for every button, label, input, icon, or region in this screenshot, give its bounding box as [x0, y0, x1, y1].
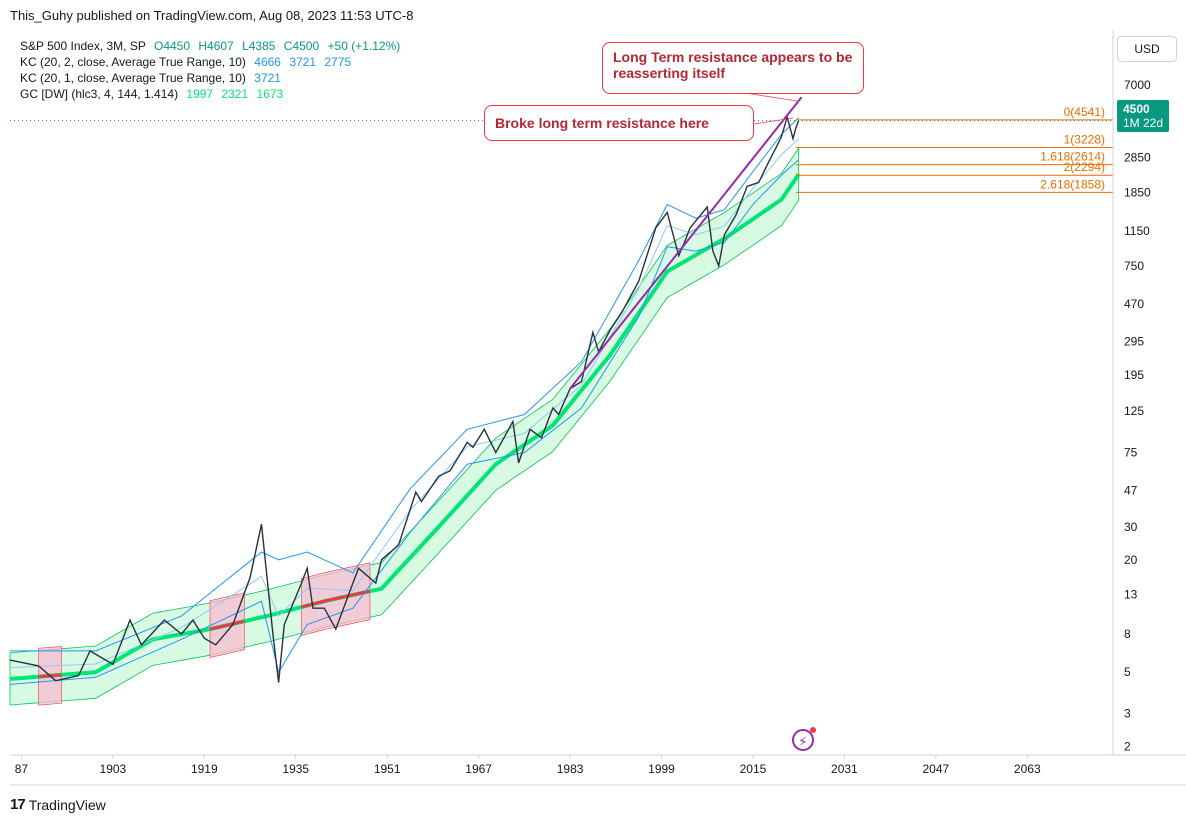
legend-value: 2321 [221, 87, 249, 101]
lightning-icon[interactable]: ⚡ [792, 727, 816, 751]
y-tick-label: 2850 [1124, 151, 1151, 165]
y-tick-label: 470 [1124, 297, 1144, 311]
legend-value: 3721 [289, 55, 317, 69]
tradingview-logo-icon: 17 [10, 796, 26, 813]
legend-high: H4607 [198, 39, 234, 53]
x-tick-label: 2063 [1014, 762, 1041, 776]
legend-label: KC (20, 1, close, Average True Range, 10… [20, 71, 246, 85]
y-tick-label: 75 [1124, 446, 1138, 460]
x-tick-label: 1999 [648, 762, 675, 776]
currency-button[interactable]: USD [1117, 36, 1177, 62]
y-tick-label: 125 [1124, 404, 1144, 418]
y-tick-label: 47 [1124, 483, 1138, 497]
last-price-label: 4500 1M 22d [1117, 100, 1169, 132]
y-tick-label: 13 [1124, 588, 1138, 602]
legend-row-gc[interactable]: GC [DW] (hlc3, 4, 144, 1.414) 1997 2321 … [20, 86, 400, 102]
legend-low: L4385 [242, 39, 276, 53]
fib-level-label: 1(3228) [1064, 133, 1105, 147]
x-tick-label: 2031 [831, 762, 858, 776]
callout-line [744, 92, 798, 102]
y-tick-label: 7000 [1124, 78, 1151, 92]
x-tick-label: 1967 [465, 762, 492, 776]
legend-value: 2775 [324, 55, 352, 69]
publisher-header: This_Guhy published on TradingView.com, … [10, 8, 414, 23]
legend-value: 1673 [256, 87, 284, 101]
x-tick-label: 2047 [922, 762, 949, 776]
kc-lower-line [9, 159, 800, 685]
y-tick-label: 195 [1124, 368, 1144, 382]
x-tick-label: 1951 [374, 762, 401, 776]
kc-middle-line [9, 138, 800, 669]
legend-value: 1997 [186, 87, 214, 101]
legend-value: 4666 [254, 55, 281, 69]
notification-dot [810, 727, 816, 733]
x-tick-label: 1903 [100, 762, 127, 776]
x-tick-label: 1935 [282, 762, 309, 776]
fib-level-label: 1.618(2614) [1040, 150, 1105, 164]
x-tick-label: 2015 [740, 762, 767, 776]
price-line [9, 114, 800, 683]
y-tick-label: 8 [1124, 627, 1131, 641]
y-tick-label: 20 [1124, 553, 1138, 567]
y-tick-label: 1850 [1124, 186, 1151, 200]
indicator-legend: S&P 500 Index, 3M, SP O4450 H4607 L4385 … [20, 38, 400, 102]
x-tick-label: 1983 [557, 762, 584, 776]
kc-upper-line [10, 117, 800, 652]
annotation-broke-resistance[interactable]: Broke long term resistance here [484, 105, 754, 141]
legend-open: O4450 [153, 39, 191, 53]
bar-countdown: 1M 22d [1123, 116, 1164, 130]
legend-label: S&P 500 Index, 3M, SP [20, 39, 146, 53]
legend-row-price[interactable]: S&P 500 Index, 3M, SP O4450 H4607 L4385 … [20, 38, 400, 54]
legend-change: +50 (+1.12%) [327, 39, 401, 53]
last-price-value: 4500 [1123, 102, 1150, 116]
legend-label: KC (20, 2, close, Average True Range, 10… [20, 55, 246, 69]
y-tick-label: 750 [1124, 259, 1144, 273]
fib-level-label: 2.618(1858) [1040, 177, 1105, 191]
legend-row-kc2[interactable]: KC (20, 2, close, Average True Range, 10… [20, 54, 400, 70]
gc-band [9, 146, 800, 706]
brand-name: TradingView [28, 796, 106, 813]
y-tick-label: 1150 [1124, 224, 1150, 238]
footer-branding: 17 TradingView [10, 796, 106, 813]
y-tick-label: 3 [1124, 707, 1131, 721]
trend-line [569, 96, 803, 390]
legend-close: C4500 [283, 39, 320, 53]
legend-row-kc1[interactable]: KC (20, 1, close, Average True Range, 10… [20, 70, 400, 86]
legend-label: GC [DW] (hlc3, 4, 144, 1.414) [20, 87, 179, 101]
fib-level-label: 0(4541) [1064, 105, 1105, 119]
y-tick-label: 2 [1124, 739, 1131, 753]
callout-line [753, 117, 794, 125]
y-tick-label: 295 [1124, 335, 1144, 349]
fib-level-label: 2(2294) [1064, 160, 1105, 174]
y-tick-label: 30 [1124, 520, 1138, 534]
annotation-resistance-reasserting[interactable]: Long Term resistance appears to be reass… [602, 42, 864, 94]
legend-value: 3721 [254, 71, 281, 85]
x-tick-label: 87 [15, 762, 29, 776]
x-tick-label: 1919 [191, 762, 218, 776]
y-tick-label: 5 [1124, 665, 1131, 679]
gc-red-line [209, 619, 245, 631]
